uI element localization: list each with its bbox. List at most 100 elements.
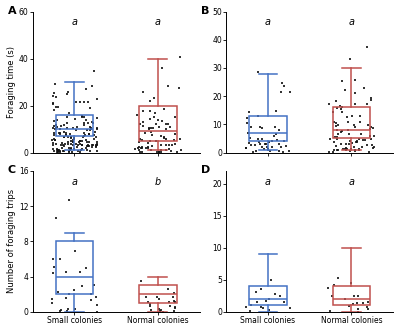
Point <box>51 264 58 270</box>
Point <box>337 103 343 109</box>
Point <box>258 286 264 291</box>
Point <box>61 134 67 140</box>
Point <box>94 115 100 121</box>
Point <box>64 309 70 314</box>
Point <box>92 143 99 148</box>
Point <box>258 125 265 131</box>
Point <box>146 138 153 144</box>
Point <box>259 144 265 149</box>
Point <box>331 140 338 145</box>
Point <box>70 125 76 130</box>
Point <box>76 139 82 144</box>
Point <box>326 149 332 155</box>
Point <box>155 118 162 123</box>
Point <box>159 119 166 124</box>
Point <box>139 149 146 154</box>
Point <box>164 122 171 127</box>
Point <box>273 132 279 137</box>
Point <box>266 307 272 313</box>
Point <box>278 89 284 95</box>
Point <box>244 121 250 126</box>
Point <box>347 148 353 154</box>
Point <box>67 148 73 153</box>
Point <box>356 119 363 124</box>
Point <box>82 132 88 137</box>
Point <box>140 124 146 129</box>
Point <box>65 197 72 203</box>
Point <box>51 130 57 136</box>
Point <box>338 110 345 115</box>
Point <box>135 147 142 153</box>
Point <box>156 150 162 155</box>
Point <box>350 301 356 307</box>
Point <box>347 56 353 61</box>
Point <box>172 141 178 146</box>
Point <box>138 145 145 150</box>
Point <box>287 306 294 311</box>
Point <box>338 141 344 146</box>
Point <box>272 291 278 296</box>
Point <box>84 143 90 148</box>
Point <box>354 300 360 305</box>
Point <box>346 138 353 144</box>
Point <box>61 123 67 128</box>
Point <box>360 301 366 306</box>
Point <box>352 148 358 153</box>
Text: B: B <box>201 6 210 16</box>
Point <box>87 127 93 132</box>
Point <box>163 142 170 147</box>
Point <box>356 148 362 153</box>
Point <box>150 125 156 131</box>
Point <box>158 142 164 147</box>
Point <box>366 149 372 155</box>
Point <box>156 308 163 313</box>
Point <box>66 111 72 116</box>
Point <box>246 135 253 140</box>
Point <box>354 138 360 143</box>
Point <box>55 149 61 154</box>
Point <box>358 131 365 136</box>
Point <box>94 96 100 102</box>
Point <box>177 147 184 152</box>
Point <box>85 120 91 125</box>
Point <box>346 141 352 147</box>
Point <box>50 271 56 276</box>
Point <box>146 116 153 122</box>
Point <box>64 126 70 131</box>
Point <box>71 147 77 152</box>
Point <box>368 136 375 141</box>
Point <box>94 126 101 132</box>
Point <box>63 115 70 120</box>
Point <box>281 138 287 143</box>
Point <box>57 149 64 154</box>
Text: b: b <box>155 177 161 187</box>
Point <box>79 138 85 143</box>
Point <box>136 136 143 142</box>
Point <box>280 84 287 89</box>
Point <box>51 133 57 138</box>
Point <box>58 308 64 313</box>
Point <box>48 300 55 306</box>
Point <box>81 130 87 135</box>
Point <box>170 137 177 143</box>
Point <box>280 299 287 304</box>
Point <box>352 90 358 95</box>
Point <box>142 145 149 151</box>
Point <box>93 144 99 149</box>
Point <box>70 143 76 148</box>
Point <box>146 126 152 131</box>
Point <box>77 150 84 155</box>
Point <box>50 140 57 145</box>
Point <box>243 145 249 151</box>
Point <box>335 147 342 153</box>
Point <box>134 113 140 118</box>
Point <box>333 121 340 126</box>
Point <box>247 303 254 308</box>
Point <box>161 134 167 140</box>
Point <box>64 307 71 312</box>
Point <box>137 149 144 154</box>
Point <box>158 133 164 139</box>
Point <box>334 105 340 111</box>
Point <box>143 295 149 300</box>
Point <box>82 145 89 150</box>
